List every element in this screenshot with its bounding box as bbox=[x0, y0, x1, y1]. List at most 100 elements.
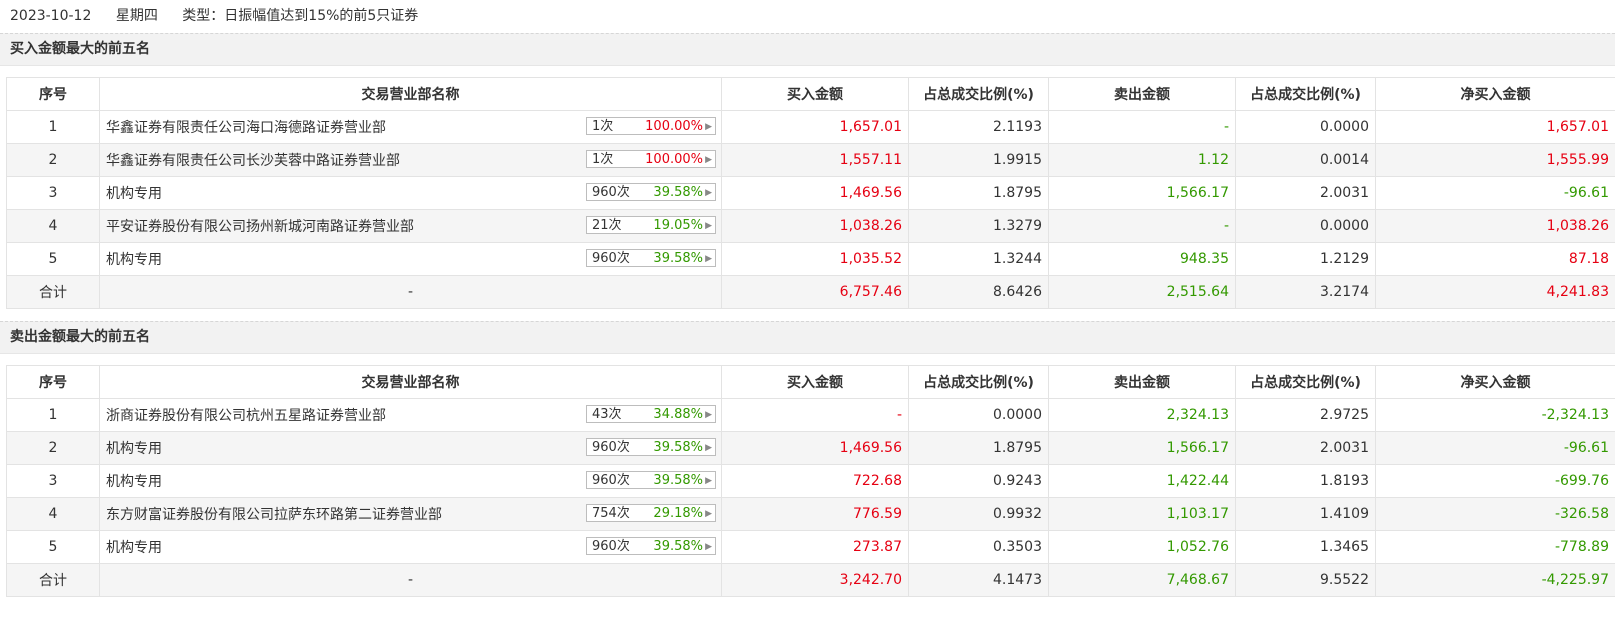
sell-amount: 948.35 bbox=[1048, 242, 1236, 276]
branch-name[interactable]: 机构专用 bbox=[106, 474, 162, 490]
branch-name[interactable]: 华鑫证券有限责任公司长沙芙蓉中路证券营业部 bbox=[106, 153, 400, 169]
success-rate: 39.58% bbox=[653, 185, 703, 200]
sell-amount: 1,566.17 bbox=[1048, 176, 1236, 210]
branch-cell: 机构专用 960次 39.58% ▶ bbox=[99, 242, 722, 276]
total-buy-amount: 3,242.70 bbox=[721, 563, 909, 597]
branch-stats-badge[interactable]: 960次 39.58% ▶ bbox=[586, 438, 716, 456]
col-header-buy-ratio: 占总成交比例(%) bbox=[908, 365, 1049, 399]
total-branch: - bbox=[99, 275, 722, 309]
net-amount: -778.89 bbox=[1375, 530, 1615, 564]
row-index: 5 bbox=[6, 242, 100, 276]
sell-amount: 1.12 bbox=[1048, 143, 1236, 177]
buy-ratio: 1.9915 bbox=[908, 143, 1049, 177]
listing-count: 43次 bbox=[592, 407, 622, 422]
buy-ratio: 1.3244 bbox=[908, 242, 1049, 276]
buy-ratio: 0.0000 bbox=[908, 398, 1049, 432]
branch-stats-badge[interactable]: 960次 39.58% ▶ bbox=[586, 537, 716, 555]
sell-ratio: 2.0031 bbox=[1235, 431, 1376, 465]
caret-right-icon: ▶ bbox=[705, 509, 712, 519]
caret-right-icon: ▶ bbox=[705, 542, 712, 552]
buy-section-title: 买入金额最大的前五名 bbox=[0, 33, 1615, 66]
row-index: 2 bbox=[6, 431, 100, 465]
table-row: 3 机构专用 960次 39.58% ▶ 1,469.56 1.8795 1,566.17 2.… bbox=[6, 176, 1615, 210]
branch-name[interactable]: 浙商证券股份有限公司杭州五星路证券营业部 bbox=[106, 408, 386, 424]
table-row: 2 机构专用 960次 39.58% ▶ 1,469.56 1.8795 1,566.17 2.… bbox=[6, 431, 1615, 465]
sell-section-title: 卖出金额最大的前五名 bbox=[0, 321, 1615, 354]
branch-name[interactable]: 东方财富证券股份有限公司拉萨东环路第二证券营业部 bbox=[106, 507, 442, 523]
branch-stats-badge[interactable]: 21次 19.05% ▶ bbox=[586, 216, 716, 234]
buy-top5-table: 序号 交易营业部名称 买入金额 占总成交比例(%) 卖出金额 占总成交比例(%)… bbox=[6, 77, 1615, 309]
success-rate: 100.00% bbox=[645, 152, 703, 167]
buy-amount: 1,469.56 bbox=[721, 176, 909, 210]
success-rate: 39.58% bbox=[653, 473, 703, 488]
sell-top5-table: 序号 交易营业部名称 买入金额 占总成交比例(%) 卖出金额 占总成交比例(%)… bbox=[6, 365, 1615, 597]
branch-cell: 机构专用 960次 39.58% ▶ bbox=[99, 464, 722, 498]
net-amount: 87.18 bbox=[1375, 242, 1615, 276]
branch-cell: 机构专用 960次 39.58% ▶ bbox=[99, 176, 722, 210]
branch-name[interactable]: 机构专用 bbox=[106, 441, 162, 457]
total-sell-amount: 7,468.67 bbox=[1048, 563, 1236, 597]
sell-ratio: 1.8193 bbox=[1235, 464, 1376, 498]
row-index: 1 bbox=[6, 110, 100, 144]
sell-amount: - bbox=[1048, 110, 1236, 144]
total-buy-ratio: 4.1473 bbox=[908, 563, 1049, 597]
row-index: 3 bbox=[6, 176, 100, 210]
col-header-index: 序号 bbox=[6, 77, 100, 111]
branch-stats-badge[interactable]: 960次 39.58% ▶ bbox=[586, 471, 716, 489]
date-label: 2023-10-12 bbox=[10, 8, 92, 24]
branch-name[interactable]: 机构专用 bbox=[106, 252, 162, 268]
buy-amount: 1,657.01 bbox=[721, 110, 909, 144]
total-sell-ratio: 3.2174 bbox=[1235, 275, 1376, 309]
branch-stats-badge[interactable]: 960次 39.58% ▶ bbox=[586, 249, 716, 267]
row-index: 4 bbox=[6, 497, 100, 531]
net-amount: 1,038.26 bbox=[1375, 209, 1615, 243]
net-amount: -96.61 bbox=[1375, 176, 1615, 210]
listing-count: 1次 bbox=[592, 119, 614, 134]
sell-ratio: 0.0000 bbox=[1235, 110, 1376, 144]
caret-right-icon: ▶ bbox=[705, 476, 712, 486]
listing-count: 960次 bbox=[592, 473, 630, 488]
total-buy-amount: 6,757.46 bbox=[721, 275, 909, 309]
success-rate: 19.05% bbox=[653, 218, 703, 233]
sell-ratio: 2.9725 bbox=[1235, 398, 1376, 432]
branch-cell: 浙商证券股份有限公司杭州五星路证券营业部 43次 34.88% ▶ bbox=[99, 398, 722, 432]
branch-cell: 平安证券股份有限公司扬州新城河南路证券营业部 21次 19.05% ▶ bbox=[99, 209, 722, 243]
row-index: 2 bbox=[6, 143, 100, 177]
branch-stats-badge[interactable]: 754次 29.18% ▶ bbox=[586, 504, 716, 522]
total-sell-amount: 2,515.64 bbox=[1048, 275, 1236, 309]
table-row: 4 东方财富证券股份有限公司拉萨东环路第二证券营业部 754次 29.18% ▶ 776.… bbox=[6, 497, 1615, 531]
branch-name[interactable]: 机构专用 bbox=[106, 186, 162, 202]
buy-amount: 1,035.52 bbox=[721, 242, 909, 276]
sell-amount: 2,324.13 bbox=[1048, 398, 1236, 432]
row-index: 3 bbox=[6, 464, 100, 498]
success-rate: 100.00% bbox=[645, 119, 703, 134]
branch-stats-badge[interactable]: 43次 34.88% ▶ bbox=[586, 405, 716, 423]
col-header-sell: 卖出金额 bbox=[1048, 365, 1236, 399]
table-row: 1 浙商证券股份有限公司杭州五星路证券营业部 43次 34.88% ▶ -0.0000 2,… bbox=[6, 398, 1615, 432]
branch-name[interactable]: 平安证券股份有限公司扬州新城河南路证券营业部 bbox=[106, 219, 414, 235]
sell-ratio: 0.0000 bbox=[1235, 209, 1376, 243]
branch-name[interactable]: 机构专用 bbox=[106, 540, 162, 556]
col-header-branch: 交易营业部名称 bbox=[99, 365, 722, 399]
success-rate: 39.58% bbox=[653, 251, 703, 266]
total-row: 合计 -6,757.46 8.6426 2,515.64 3.2174 4,241.83 bbox=[6, 275, 1615, 309]
sell-ratio: 1.2129 bbox=[1235, 242, 1376, 276]
listing-count: 960次 bbox=[592, 185, 630, 200]
total-net-amount: -4,225.97 bbox=[1375, 563, 1615, 597]
branch-stats-badge[interactable]: 1次 100.00% ▶ bbox=[586, 117, 716, 135]
buy-amount: 273.87 bbox=[721, 530, 909, 564]
buy-ratio: 2.1193 bbox=[908, 110, 1049, 144]
listing-count: 1次 bbox=[592, 152, 614, 167]
branch-stats-badge[interactable]: 1次 100.00% ▶ bbox=[586, 150, 716, 168]
table-row: 2 华鑫证券有限责任公司长沙芙蓉中路证券营业部 1次 100.00% ▶ 1,557.11… bbox=[6, 143, 1615, 177]
total-net-amount: 4,241.83 bbox=[1375, 275, 1615, 309]
listing-count: 960次 bbox=[592, 440, 630, 455]
caret-right-icon: ▶ bbox=[705, 155, 712, 165]
branch-name[interactable]: 华鑫证券有限责任公司海口海德路证券营业部 bbox=[106, 120, 386, 136]
caret-right-icon: ▶ bbox=[705, 410, 712, 420]
total-label: 合计 bbox=[6, 275, 100, 309]
sell-ratio: 1.4109 bbox=[1235, 497, 1376, 531]
total-row: 合计 -3,242.70 4.1473 7,468.67 9.5522 -4,225.97 bbox=[6, 563, 1615, 597]
listing-count: 754次 bbox=[592, 506, 630, 521]
branch-stats-badge[interactable]: 960次 39.58% ▶ bbox=[586, 183, 716, 201]
